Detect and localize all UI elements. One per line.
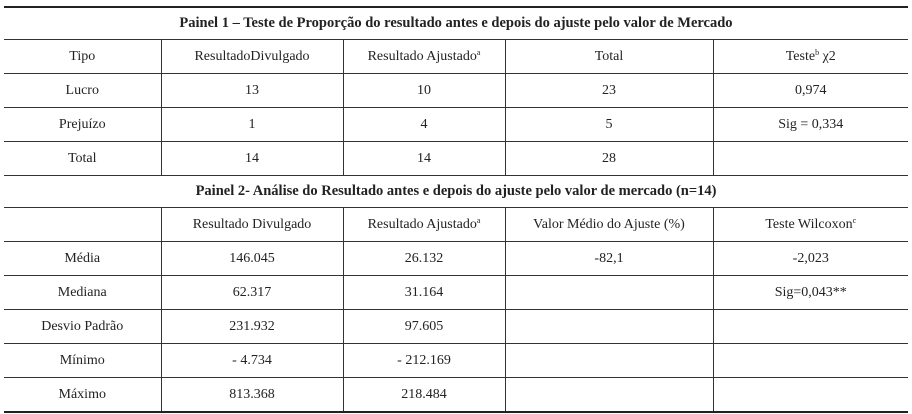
column-header: Tipo xyxy=(4,39,161,74)
column-header: Valor Médio do Ajuste (%) xyxy=(504,207,713,242)
column-header: Testeb χ2 xyxy=(712,39,908,74)
table-cell: 1 xyxy=(160,107,343,142)
table-cell: 5 xyxy=(504,107,713,142)
column-header: Resultado Ajustadoa xyxy=(342,207,505,242)
header-label: Total xyxy=(594,48,624,64)
table-cell: Sig=0,043** xyxy=(712,275,908,310)
panel1-header-row: Tipo ResultadoDivulgado Resultado Ajustado… xyxy=(4,39,908,74)
header-label: Resultado Divulgado xyxy=(192,216,312,232)
table-cell: - 4.734 xyxy=(160,343,343,378)
table-cell: 146.045 xyxy=(160,241,343,276)
table-cell xyxy=(504,343,713,378)
results-table: Painel 1 – Teste de Proporção do resulta… xyxy=(4,6,908,413)
table-row: Média 146.045 26.132 -82,1 -2,023 xyxy=(4,241,908,276)
row-label: Máximo xyxy=(4,377,161,413)
table-cell: 97.605 xyxy=(342,309,505,344)
table-row: Total 14 14 28 xyxy=(4,141,908,176)
header-suffix: χ2 xyxy=(819,48,836,64)
table-row: Máximo 813.368 218.484 xyxy=(4,377,908,413)
table-cell: Sig = 0,334 xyxy=(712,107,908,142)
table-cell: 62.317 xyxy=(160,275,343,310)
row-label: Prejuízo xyxy=(4,107,161,142)
table-cell: 14 xyxy=(342,141,505,176)
row-label: Mínimo xyxy=(4,343,161,378)
table-row: Lucro 13 10 23 0,974 xyxy=(4,73,908,108)
panel2-header-row: Resultado Divulgado Resultado Ajustadoa Va… xyxy=(4,207,908,242)
table-cell: 231.932 xyxy=(160,309,343,344)
table-cell: -2,023 xyxy=(712,241,908,276)
table-cell: 218.484 xyxy=(342,377,505,413)
table-cell: - 212.169 xyxy=(342,343,505,378)
table-cell xyxy=(712,309,908,344)
table-cell xyxy=(712,141,908,176)
table-cell: 31.164 xyxy=(342,275,505,310)
header-label: Valor Médio do Ajuste (%) xyxy=(533,216,685,232)
row-label: Lucro xyxy=(4,73,161,108)
table-cell: 813.368 xyxy=(160,377,343,413)
table-cell xyxy=(504,309,713,344)
panel1-title: Painel 1 – Teste de Proporção do resulta… xyxy=(4,6,908,40)
table-cell: 10 xyxy=(342,73,505,108)
table-row: Mínimo - 4.734- 212.169 xyxy=(4,343,908,378)
header-label: Resultado Ajustado xyxy=(367,48,477,64)
header-label: Teste xyxy=(785,48,816,64)
panel2-title: Painel 2- Análise do Resultado antes e d… xyxy=(4,175,908,208)
table-cell xyxy=(712,377,908,413)
header-label: Resultado Ajustado xyxy=(367,216,477,232)
table-cell: 23 xyxy=(504,73,713,108)
row-label: Mediana xyxy=(4,275,161,310)
table-cell xyxy=(504,377,713,413)
header-label: Teste Wilcoxon xyxy=(765,216,853,232)
column-header xyxy=(4,207,161,242)
table-row: Prejuízo 1 4 5 Sig = 0,334 xyxy=(4,107,908,142)
table-cell xyxy=(504,275,713,310)
column-header: Resultado Ajustadoa xyxy=(342,39,505,74)
footnote-mark: b xyxy=(815,47,820,57)
row-label: Total xyxy=(4,141,161,176)
table-row: Desvio Padrão 231.932 97.605 xyxy=(4,309,908,344)
table-cell xyxy=(712,343,908,378)
column-header: Total xyxy=(504,39,713,74)
table-cell: 14 xyxy=(160,141,343,176)
table-row: Mediana 62.317 31.164 Sig=0,043** xyxy=(4,275,908,310)
table-cell: 28 xyxy=(504,141,713,176)
table-cell: 13 xyxy=(160,73,343,108)
header-label: ResultadoDivulgado xyxy=(194,48,310,64)
row-label: Média xyxy=(4,241,161,276)
row-label: Desvio Padrão xyxy=(4,309,161,344)
footnote-mark: a xyxy=(476,47,481,57)
table-cell: 0,974 xyxy=(712,73,908,108)
table-cell: 4 xyxy=(342,107,505,142)
table-cell: 26.132 xyxy=(342,241,505,276)
table-cell: -82,1 xyxy=(504,241,713,276)
footnote-mark: c xyxy=(852,215,857,225)
footnote-mark: a xyxy=(476,215,481,225)
panel1-title-row: Painel 1 – Teste de Proporção do resulta… xyxy=(4,6,908,40)
column-header: ResultadoDivulgado xyxy=(160,39,343,74)
panel2-title-row: Painel 2- Análise do Resultado antes e d… xyxy=(4,175,908,208)
header-label: Tipo xyxy=(69,48,96,64)
column-header: Teste Wilcoxonc xyxy=(712,207,908,242)
column-header: Resultado Divulgado xyxy=(160,207,343,242)
